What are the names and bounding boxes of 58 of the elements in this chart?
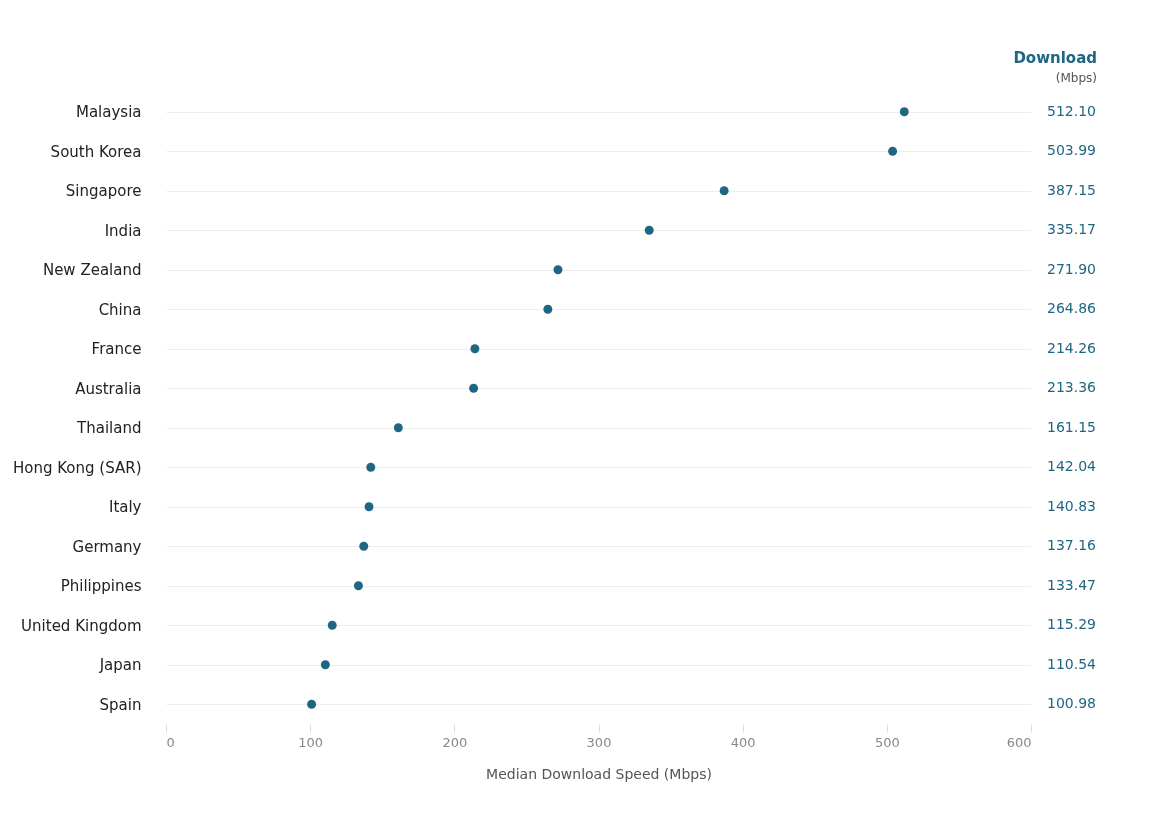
- point: [366, 462, 376, 472]
- x-tick-label: 100: [298, 734, 324, 750]
- y-tick-label: France: [91, 340, 142, 359]
- point: [307, 699, 317, 709]
- point: [393, 423, 403, 433]
- data-label: 213.36: [1047, 379, 1097, 396]
- point: [353, 581, 363, 591]
- x-tick-label: 300: [586, 734, 612, 750]
- y-tick-label: Spain: [99, 695, 142, 714]
- x-tick-label: 500: [874, 734, 900, 750]
- text: (Mbps): [1055, 71, 1097, 85]
- data-label: 133.47: [1047, 576, 1096, 593]
- y-tick-label: Malaysia: [75, 103, 142, 122]
- y-tick-label: United Kingdom: [21, 616, 142, 635]
- data-label: 264.86: [1047, 300, 1097, 317]
- x-tick-label: 0: [166, 734, 175, 750]
- data-label: 214.26: [1047, 339, 1097, 356]
- point: [719, 186, 729, 196]
- y-tick-label: Italy: [108, 498, 142, 517]
- y-tick-label: South Korea: [50, 142, 142, 161]
- data-label: 142.04: [1047, 458, 1097, 475]
- y-tick-label: Singapore: [65, 182, 142, 201]
- text: Download: [1013, 49, 1097, 67]
- point: [888, 146, 898, 156]
- point: [359, 541, 369, 551]
- point: [553, 265, 563, 275]
- y-tick-label: Japan: [98, 656, 142, 675]
- y-tick-label: China: [98, 300, 142, 319]
- y-tick-label: Australia: [75, 379, 142, 398]
- x-axis-title: Median Download Speed (Mbps): [486, 765, 712, 782]
- x-tick-label: 400: [730, 734, 756, 750]
- y-tick-label: Philippines: [60, 577, 142, 596]
- point: [320, 660, 330, 670]
- x-tick-label: 600: [1006, 734, 1032, 750]
- data-label: 140.83: [1047, 497, 1096, 514]
- point: [644, 225, 654, 235]
- y-tick-label: Germany: [72, 537, 142, 556]
- point: [470, 344, 480, 354]
- y-tick-label: India: [104, 221, 142, 240]
- data-label: 387.15: [1047, 181, 1096, 198]
- point: [899, 107, 909, 117]
- data-label: 115.29: [1047, 616, 1096, 633]
- y-tick-label: New Zealand: [42, 261, 142, 280]
- y-tick-label: Thailand: [76, 419, 142, 438]
- data-label: 161.15: [1047, 418, 1096, 435]
- data-label: 100.98: [1047, 695, 1096, 712]
- y-tick-label: Hong Kong (SAR): [12, 458, 142, 477]
- data-label: 503.99: [1047, 142, 1096, 159]
- data-label: 335.17: [1047, 221, 1096, 238]
- point: [364, 502, 374, 512]
- data-label: 512.10: [1047, 102, 1096, 119]
- point: [469, 383, 479, 393]
- data-label: 271.90: [1047, 260, 1096, 277]
- x-tick-label: 200: [442, 734, 468, 750]
- point: [327, 620, 337, 630]
- point: [543, 304, 553, 314]
- data-label: 110.54: [1047, 655, 1097, 672]
- data-label: 137.16: [1047, 537, 1097, 554]
